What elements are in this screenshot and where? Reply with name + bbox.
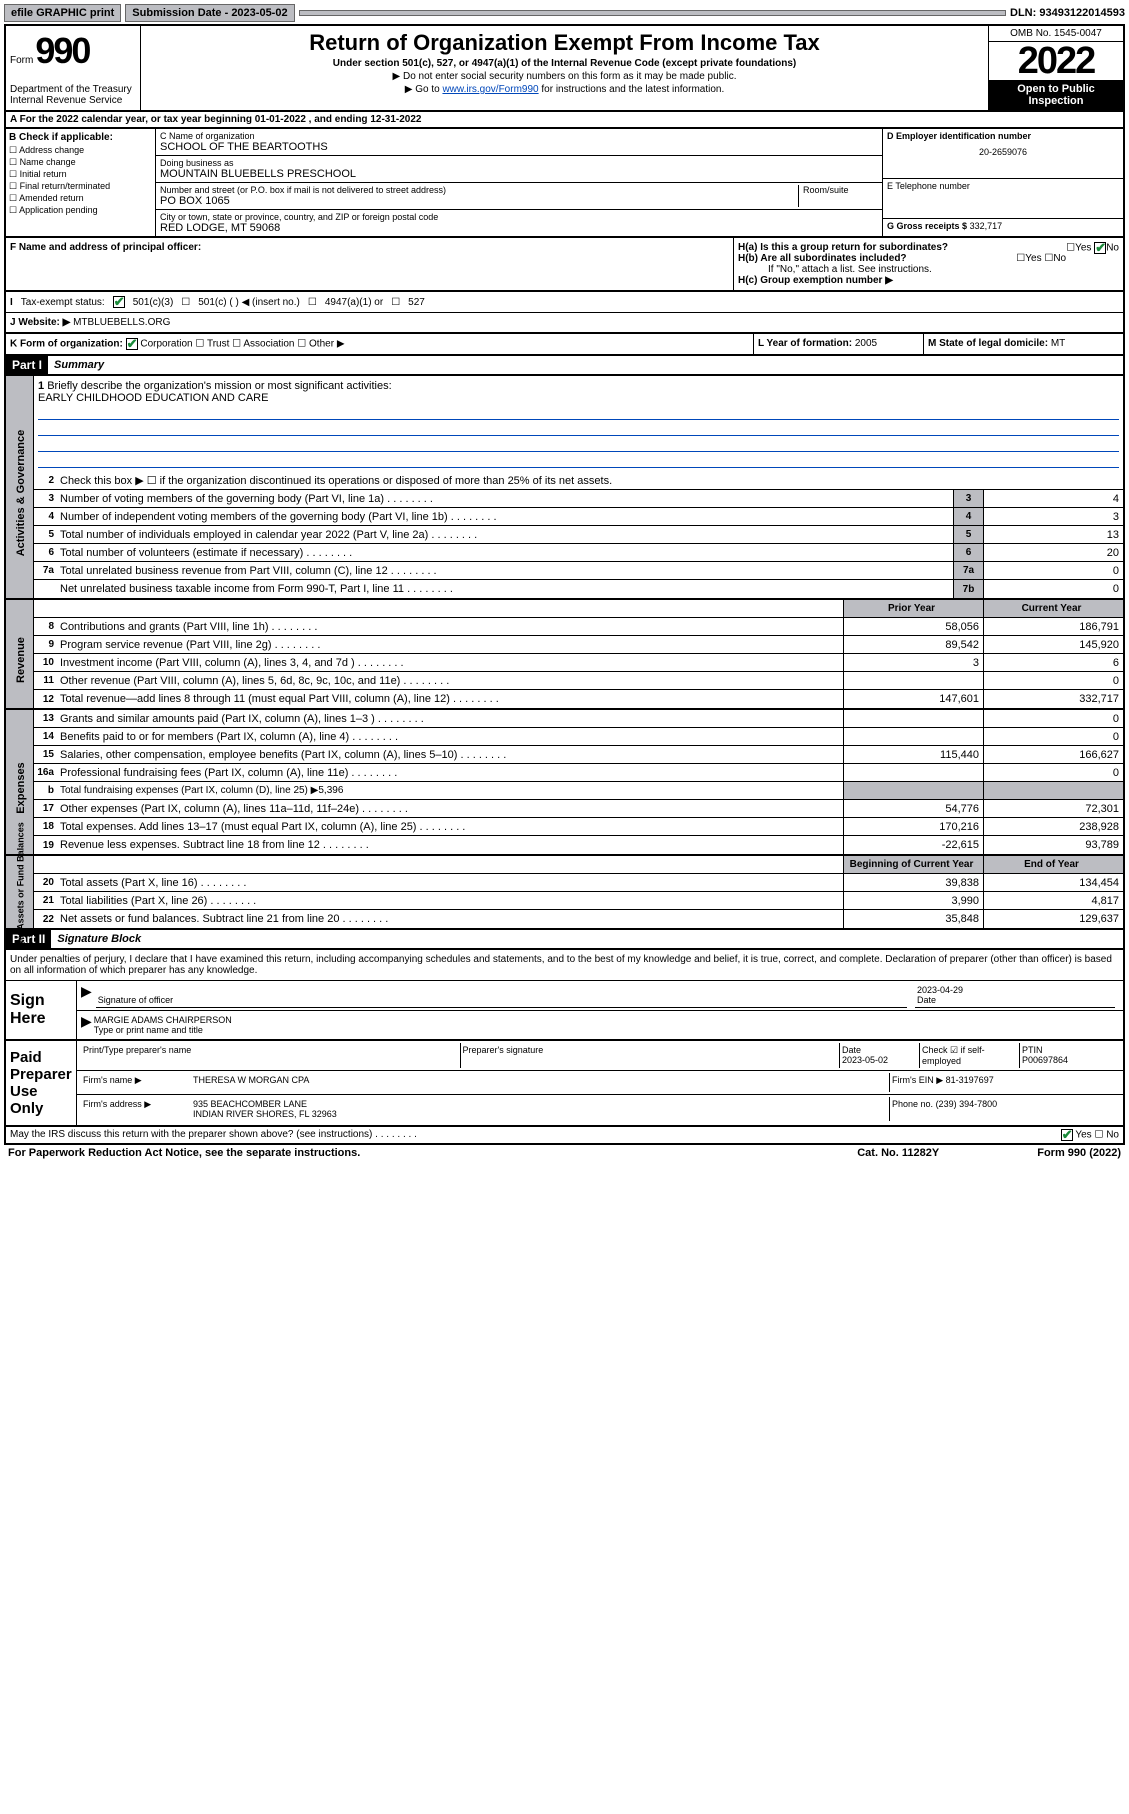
topbar: efile GRAPHIC print Submission Date - 20… xyxy=(4,4,1125,26)
note-link: ▶ Go to www.irs.gov/Form990 for instruct… xyxy=(145,84,984,95)
org-name: SCHOOL OF THE BEARTOOTHS xyxy=(160,141,328,153)
discuss-row: May the IRS discuss this return with the… xyxy=(4,1127,1125,1145)
activities-governance: Activities & Governance 1 Briefly descri… xyxy=(4,376,1125,600)
signature-block: Under penalties of perjury, I declare th… xyxy=(4,950,1125,1127)
address: PO BOX 1065 xyxy=(160,195,230,207)
expenses-section: Expenses 13Grants and similar amounts pa… xyxy=(4,710,1125,856)
firm-addr1: 935 BEACHCOMBER LANE xyxy=(193,1099,307,1109)
prep-date: 2023-05-02 xyxy=(842,1055,888,1065)
tax-year: 2022 xyxy=(989,42,1123,80)
firm-phone: (239) 394-7800 xyxy=(936,1099,998,1109)
gross-receipts: 332,717 xyxy=(970,221,1003,231)
501c3-checkbox[interactable] xyxy=(113,296,125,308)
year-formation: 2005 xyxy=(855,338,877,349)
net-assets-section: Net Assets or Fund Balances Beginning of… xyxy=(4,856,1125,930)
revenue-section: Revenue Prior YearCurrent Year 8Contribu… xyxy=(4,600,1125,710)
form-header: Form 990 Department of the Treasury Inte… xyxy=(4,26,1125,112)
efile-button[interactable]: efile GRAPHIC print xyxy=(4,4,121,22)
part-i-header: Part I Summary xyxy=(4,356,1125,376)
topbar-spacer xyxy=(299,10,1006,16)
meta-row: B Check if applicable: ☐ Address change … xyxy=(4,129,1125,238)
firm-addr2: INDIAN RIVER SHORES, FL 32963 xyxy=(193,1109,337,1119)
state-domicile: MT xyxy=(1051,338,1065,349)
dba-name: MOUNTAIN BLUEBELLS PRESCHOOL xyxy=(160,168,356,180)
website: MTBLUEBELLS.ORG xyxy=(73,317,170,328)
ein: 20-2659076 xyxy=(887,147,1119,157)
row-a-tax-year: A For the 2022 calendar year, or tax yea… xyxy=(4,112,1125,129)
ptin: P00697864 xyxy=(1022,1055,1068,1065)
form-number: Form 990 xyxy=(10,30,136,72)
discuss-yes-checkbox[interactable] xyxy=(1061,1129,1073,1141)
row-fh: F Name and address of principal officer:… xyxy=(4,238,1125,292)
row-k: K Form of organization: Corporation ☐ Tr… xyxy=(4,334,1125,356)
box-b: B Check if applicable: ☐ Address change … xyxy=(6,129,156,236)
officer-name: MARGIE ADAMS CHAIRPERSON xyxy=(94,1015,232,1025)
page-footer: For Paperwork Reduction Act Notice, see … xyxy=(4,1145,1125,1161)
firm-name: THERESA W MORGAN CPA xyxy=(191,1073,889,1092)
form-title: Return of Organization Exempt From Incom… xyxy=(145,30,984,56)
firm-ein: 81-3197697 xyxy=(946,1075,994,1085)
part-ii-header: Part II Signature Block xyxy=(4,930,1125,950)
mission: EARLY CHILDHOOD EDUCATION AND CARE xyxy=(38,392,268,404)
dln: DLN: 93493122014593 xyxy=(1010,7,1125,19)
note-ssn: ▶ Do not enter social security numbers o… xyxy=(145,71,984,82)
irs-label: Internal Revenue Service xyxy=(10,95,122,106)
form-subtitle: Under section 501(c), 527, or 4947(a)(1)… xyxy=(145,58,984,69)
corp-checkbox[interactable] xyxy=(126,338,138,350)
dept-label: Department of the Treasury xyxy=(10,84,132,95)
submission-date: Submission Date - 2023-05-02 xyxy=(125,4,294,22)
city-state-zip: RED LODGE, MT 59068 xyxy=(160,222,280,234)
irs-link[interactable]: www.irs.gov/Form990 xyxy=(442,84,538,95)
sign-date: 2023-04-29 xyxy=(917,985,963,995)
open-inspection: Open to Public Inspection xyxy=(989,80,1123,110)
